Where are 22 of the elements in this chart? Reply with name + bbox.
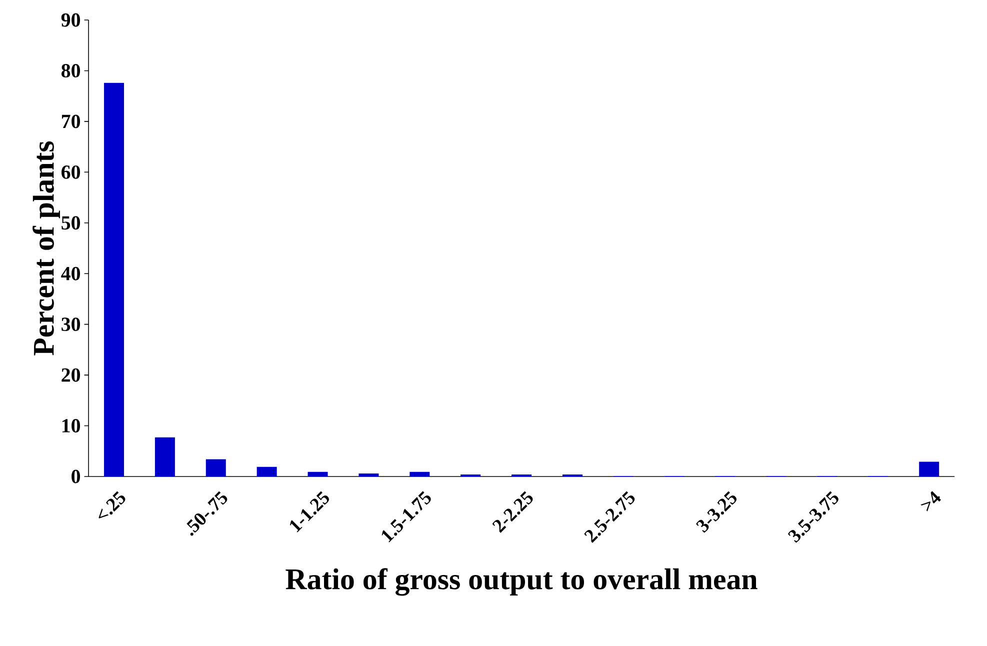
y-tick-label: 10 <box>62 419 80 432</box>
bar <box>919 462 940 476</box>
x-axis-title: Ratio of gross output to overall mean <box>286 568 758 596</box>
bar <box>308 472 328 476</box>
y-axis-title: Percent of plants <box>32 141 60 356</box>
bar <box>206 459 226 476</box>
bar <box>104 82 124 476</box>
y-tick-label: 50 <box>62 216 80 230</box>
y-tick-label: 70 <box>62 114 80 128</box>
y-tick-label: 0 <box>72 470 80 484</box>
bar <box>154 437 175 476</box>
y-tick-label: 90 <box>61 13 80 27</box>
y-tick-label: 40 <box>61 266 80 280</box>
bar <box>410 472 430 476</box>
x-tick-label: <.25 <box>98 491 126 518</box>
bar <box>358 473 379 476</box>
y-tick-label: 80 <box>62 64 80 78</box>
bar <box>256 466 277 476</box>
x-tick-label: >4 <box>920 491 941 512</box>
y-tick-label: 20 <box>62 368 80 382</box>
y-tick-label: 30 <box>62 318 80 332</box>
y-tick-label: 60 <box>62 165 80 179</box>
